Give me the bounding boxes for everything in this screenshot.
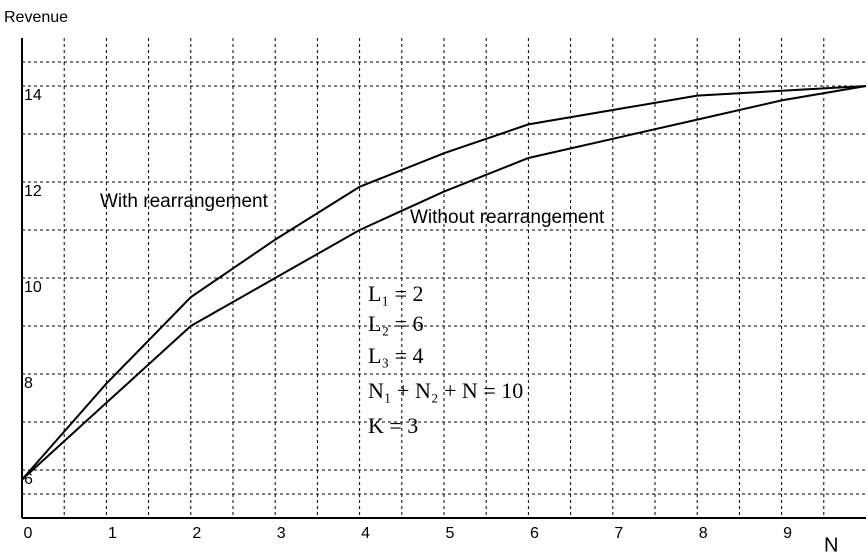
x-axis-label: N bbox=[824, 534, 838, 556]
annotation: N₁ + N₂ + N = 10 bbox=[368, 378, 523, 403]
y-tick-label: 6 bbox=[24, 471, 33, 488]
annotation: L₁ = 2 bbox=[368, 281, 424, 306]
y-tick-label: 10 bbox=[24, 279, 42, 296]
series-line bbox=[21, 85, 867, 481]
x-tick-label: 1 bbox=[108, 525, 117, 542]
series-label: With rearrangement bbox=[100, 191, 269, 212]
y-tick-label: 12 bbox=[24, 183, 42, 200]
y-tick-label: 8 bbox=[24, 375, 33, 392]
x-tick-label: 6 bbox=[530, 525, 539, 542]
x-tick-label: 4 bbox=[361, 525, 370, 542]
x-tick-label: 7 bbox=[614, 525, 623, 542]
x-tick-label: 3 bbox=[277, 525, 286, 542]
y-tick-label: 14 bbox=[24, 87, 42, 104]
series-line bbox=[21, 85, 867, 481]
series-label: Without rearrangement bbox=[410, 207, 605, 228]
x-tick-label: 0 bbox=[24, 525, 33, 542]
annotation: K = 3 bbox=[368, 413, 418, 438]
annotation: L₃ = 4 bbox=[368, 343, 424, 368]
annotation: L₂ = 6 bbox=[368, 311, 424, 336]
x-tick-label: 8 bbox=[699, 525, 708, 542]
y-axis-label: Revenue bbox=[4, 9, 68, 26]
x-tick-label: 9 bbox=[783, 525, 792, 542]
x-tick-label: 2 bbox=[192, 525, 201, 542]
x-tick-label: 5 bbox=[446, 525, 455, 542]
